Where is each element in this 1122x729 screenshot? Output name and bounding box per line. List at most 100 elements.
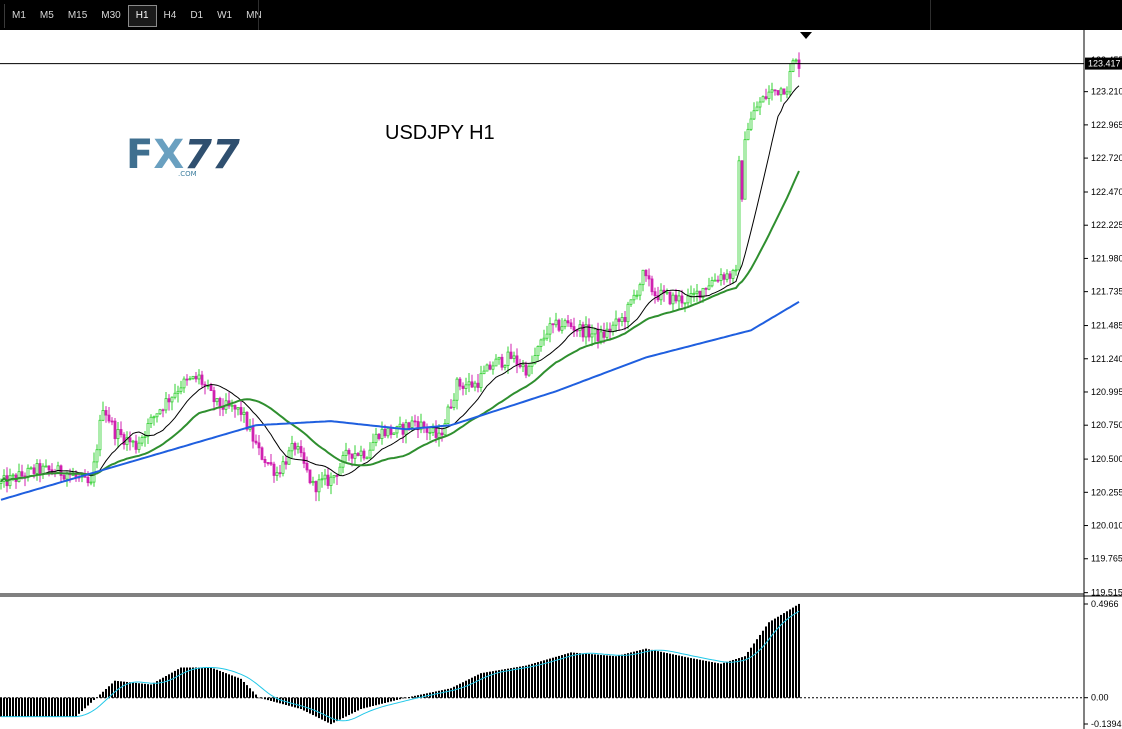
candle <box>236 407 240 416</box>
price-chart[interactable]: FX77 .COM USDJPY H1 123.210 122.965 122.72… <box>0 30 1122 729</box>
osc-bar <box>69 697 71 717</box>
candle <box>551 323 555 334</box>
candle <box>191 375 195 380</box>
osc-bar <box>195 667 197 698</box>
oscillator-axis: 0.4966 0.00 -0.1394 <box>1084 599 1122 729</box>
osc-bar <box>72 697 74 717</box>
timeframe-h4[interactable]: H4 <box>163 10 177 21</box>
candle <box>428 428 432 441</box>
candle <box>317 474 321 502</box>
osc-bar <box>204 667 206 698</box>
timeframe-mn[interactable]: MN <box>246 10 262 21</box>
osc-bar <box>6 697 8 717</box>
osc-bar <box>747 651 749 698</box>
candle <box>560 318 564 334</box>
candle <box>461 382 465 396</box>
osc-bar <box>618 655 620 698</box>
osc-bar <box>777 616 779 698</box>
osc-bar <box>279 697 281 704</box>
candle <box>593 328 597 344</box>
candle <box>656 286 660 303</box>
osc-bar <box>762 630 764 698</box>
candle <box>749 111 753 131</box>
candle <box>272 461 276 483</box>
candle <box>155 413 159 423</box>
candle <box>728 271 732 285</box>
timeframe-m30[interactable]: M30 <box>101 10 121 21</box>
osc-bar <box>240 678 242 698</box>
candle <box>335 473 339 485</box>
candle <box>356 452 360 457</box>
price-tick-label: 121.240 <box>1091 354 1122 364</box>
osc-bar <box>120 681 122 698</box>
candle <box>203 381 207 395</box>
candle <box>764 88 768 101</box>
candle <box>320 472 324 488</box>
logo-sub: .COM <box>178 170 197 178</box>
osc-bar <box>462 682 464 698</box>
candle <box>467 373 471 393</box>
osc-bar <box>438 690 440 698</box>
candle <box>398 416 402 429</box>
osc-bar <box>21 697 23 717</box>
timeframe-w1[interactable]: W1 <box>217 10 233 21</box>
candle <box>368 442 372 459</box>
osc-bar <box>24 697 26 717</box>
shift-marker-icon[interactable] <box>800 32 812 39</box>
candle <box>506 346 510 374</box>
candle <box>638 282 642 301</box>
osc-bar <box>162 677 164 698</box>
osc-bar <box>621 654 623 698</box>
osc-bar <box>318 697 320 719</box>
timeframe-m15[interactable]: M15 <box>67 10 88 21</box>
osc-bar <box>303 697 305 711</box>
osc-bar <box>447 688 449 698</box>
candle <box>641 269 645 292</box>
osc-bar <box>183 667 185 698</box>
candle <box>707 277 711 291</box>
timeframe-m1[interactable]: M1 <box>12 10 26 21</box>
candle <box>242 407 246 423</box>
candle <box>647 268 651 287</box>
candle <box>416 416 420 439</box>
timeframe-h1[interactable]: H1 <box>127 5 157 27</box>
candle <box>290 435 294 459</box>
candle <box>452 393 456 411</box>
osc-bar <box>741 657 743 698</box>
osc-bar <box>423 693 425 698</box>
osc-bar <box>102 691 104 698</box>
osc-bar <box>171 672 173 698</box>
candle <box>737 155 741 271</box>
price-tick-label: 122.225 <box>1091 220 1122 230</box>
candle <box>128 431 132 451</box>
osc-bar <box>207 667 209 698</box>
candle <box>113 418 117 446</box>
candle <box>212 386 216 411</box>
osc-bar <box>492 671 494 698</box>
current-price-text: 123.417 <box>1088 59 1121 69</box>
osc-bar <box>576 652 578 698</box>
osc-bar <box>564 654 566 698</box>
osc-bar <box>483 672 485 698</box>
candle <box>740 160 744 202</box>
timeframe-d1[interactable]: D1 <box>190 10 204 21</box>
candle <box>704 287 708 297</box>
candle <box>170 396 174 411</box>
timeframe-m5[interactable]: M5 <box>39 10 54 21</box>
candle <box>503 364 507 371</box>
candle <box>119 421 123 438</box>
candle <box>485 363 489 372</box>
osc-bar <box>66 697 68 717</box>
osc-bar <box>738 658 740 698</box>
osc-bar <box>354 697 356 713</box>
candle <box>443 419 447 437</box>
candle <box>458 377 462 391</box>
candle <box>536 345 540 362</box>
candle <box>464 377 468 395</box>
ma-mid-line <box>0 170 800 483</box>
osc-bar <box>141 683 143 698</box>
candle <box>569 318 573 330</box>
osc-bar <box>246 685 248 698</box>
osc-bar <box>36 697 38 717</box>
osc-bar <box>699 659 701 698</box>
